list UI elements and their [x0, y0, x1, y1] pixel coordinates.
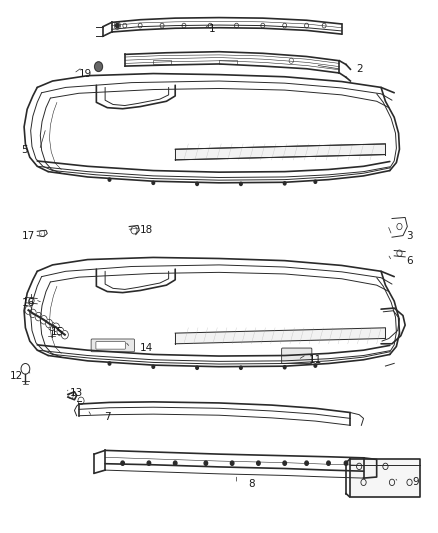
- Circle shape: [196, 366, 198, 369]
- Text: 2: 2: [356, 64, 363, 74]
- Text: 16: 16: [22, 298, 35, 308]
- Circle shape: [283, 182, 286, 185]
- Circle shape: [95, 62, 102, 71]
- Polygon shape: [350, 459, 420, 497]
- Circle shape: [121, 461, 124, 465]
- Circle shape: [344, 461, 348, 465]
- Circle shape: [173, 461, 177, 465]
- Circle shape: [53, 323, 60, 332]
- Polygon shape: [175, 328, 385, 344]
- Circle shape: [305, 461, 308, 465]
- Circle shape: [46, 319, 53, 328]
- Circle shape: [108, 178, 111, 181]
- Text: 12: 12: [10, 371, 23, 381]
- Circle shape: [314, 364, 317, 367]
- FancyBboxPatch shape: [282, 348, 312, 364]
- Circle shape: [327, 461, 330, 465]
- Circle shape: [230, 461, 234, 465]
- Text: 1: 1: [209, 25, 216, 34]
- Text: 19: 19: [79, 69, 92, 78]
- Circle shape: [29, 309, 36, 318]
- Circle shape: [204, 461, 208, 465]
- Text: 6: 6: [406, 256, 413, 266]
- Circle shape: [152, 365, 155, 368]
- Circle shape: [314, 180, 317, 183]
- Circle shape: [116, 23, 119, 28]
- Bar: [219, 60, 237, 64]
- Circle shape: [40, 316, 47, 324]
- Circle shape: [147, 461, 151, 465]
- Circle shape: [283, 366, 286, 369]
- Polygon shape: [175, 144, 385, 160]
- Text: 14: 14: [140, 343, 153, 352]
- Text: 18: 18: [140, 225, 153, 235]
- Circle shape: [35, 312, 42, 321]
- Text: 3: 3: [406, 231, 413, 240]
- FancyBboxPatch shape: [96, 342, 125, 349]
- Text: 13: 13: [70, 389, 83, 398]
- Text: 11: 11: [309, 355, 322, 365]
- Circle shape: [240, 182, 242, 185]
- Text: 17: 17: [22, 231, 35, 240]
- Circle shape: [57, 327, 64, 336]
- Text: 8: 8: [248, 479, 255, 489]
- Bar: [153, 60, 171, 64]
- Circle shape: [257, 461, 260, 465]
- Text: 9: 9: [413, 478, 420, 487]
- Circle shape: [283, 461, 286, 465]
- Circle shape: [196, 182, 198, 185]
- Text: 5: 5: [21, 146, 28, 155]
- FancyBboxPatch shape: [91, 339, 134, 352]
- Circle shape: [61, 330, 68, 339]
- Text: 7: 7: [104, 412, 111, 422]
- Circle shape: [240, 366, 242, 369]
- Circle shape: [152, 181, 155, 184]
- Circle shape: [108, 362, 111, 365]
- Circle shape: [25, 306, 32, 314]
- Text: 15: 15: [50, 327, 64, 336]
